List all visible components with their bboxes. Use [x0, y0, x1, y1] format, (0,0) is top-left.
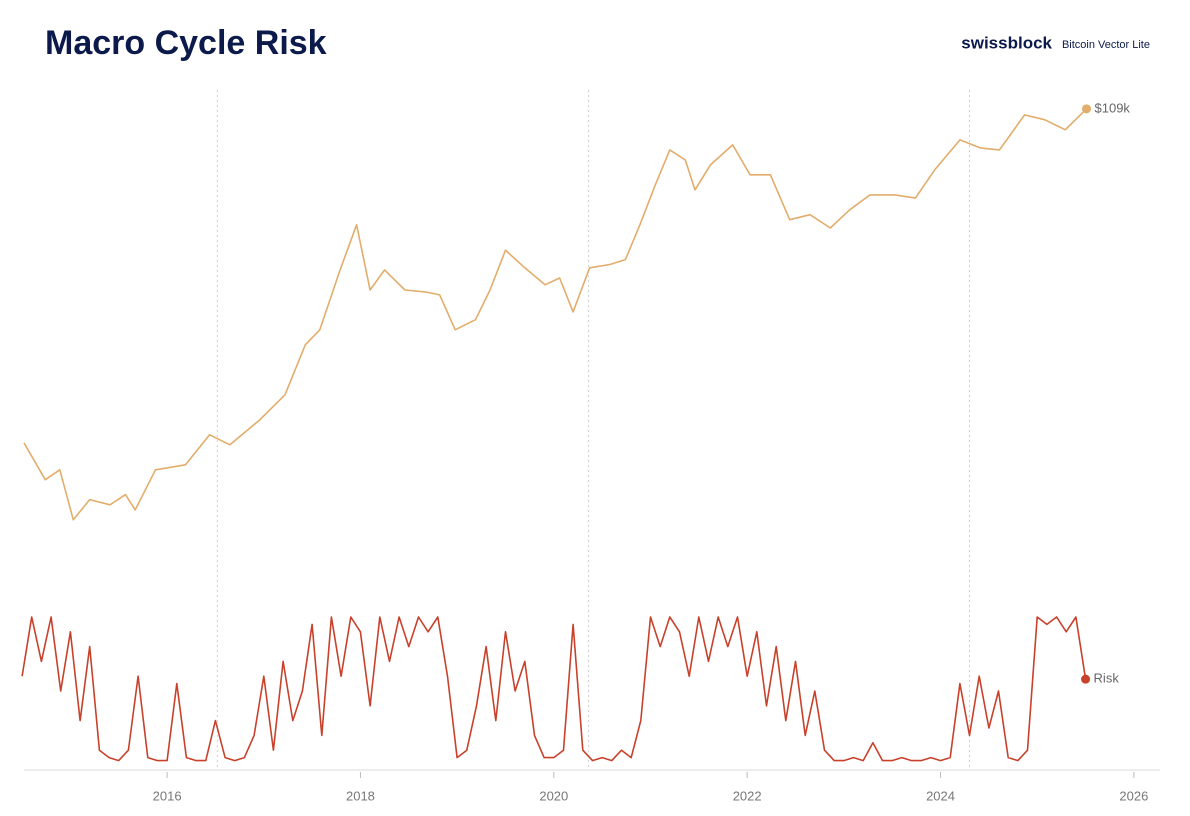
x-tick-label: 2022 [733, 788, 762, 803]
end-label: Risk [1094, 671, 1120, 686]
x-tick-label: 2026 [1119, 788, 1148, 803]
chart-title: Macro Cycle Risk [45, 24, 327, 62]
product: Bitcoin Vector Lite [1062, 39, 1150, 51]
x-tick-label: 2024 [926, 788, 955, 803]
series-line [23, 108, 1088, 521]
x-tick-label: 2018 [346, 788, 375, 803]
series-line [21, 616, 1087, 762]
brand: swissblock [961, 33, 1052, 52]
x-tick-label: 2016 [153, 788, 182, 803]
x-tick-label: 2020 [539, 788, 568, 803]
end-label: $109k [1095, 100, 1131, 115]
end-point [1081, 674, 1091, 684]
end-point [1082, 104, 1092, 114]
